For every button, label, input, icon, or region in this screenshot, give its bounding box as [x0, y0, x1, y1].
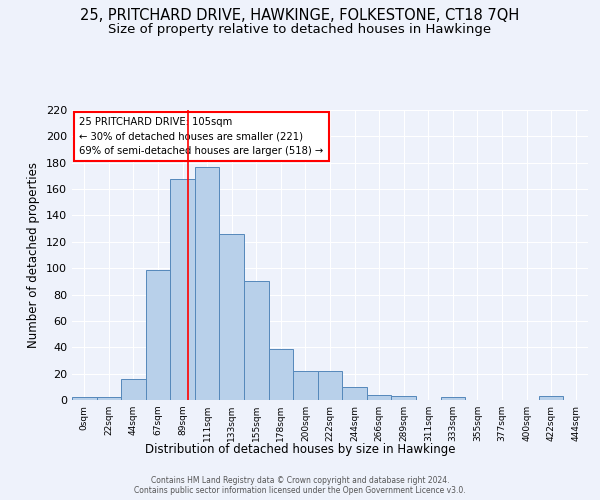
Bar — [220, 234, 244, 400]
Bar — [440, 398, 465, 400]
Bar — [121, 379, 146, 400]
Bar — [367, 394, 391, 400]
Text: Size of property relative to detached houses in Hawkinge: Size of property relative to detached ho… — [109, 22, 491, 36]
Bar — [391, 396, 416, 400]
Y-axis label: Number of detached properties: Number of detached properties — [28, 162, 40, 348]
Text: 25, PRITCHARD DRIVE, HAWKINGE, FOLKESTONE, CT18 7QH: 25, PRITCHARD DRIVE, HAWKINGE, FOLKESTON… — [80, 8, 520, 22]
Bar — [195, 166, 220, 400]
Text: 25 PRITCHARD DRIVE: 105sqm
← 30% of detached houses are smaller (221)
69% of sem: 25 PRITCHARD DRIVE: 105sqm ← 30% of deta… — [79, 116, 323, 156]
Bar — [146, 270, 170, 400]
Bar — [170, 178, 195, 400]
Text: Contains HM Land Registry data © Crown copyright and database right 2024.
Contai: Contains HM Land Registry data © Crown c… — [134, 476, 466, 495]
Text: Distribution of detached houses by size in Hawkinge: Distribution of detached houses by size … — [145, 442, 455, 456]
Bar — [318, 371, 342, 400]
Bar — [269, 348, 293, 400]
Bar — [293, 371, 318, 400]
Bar — [342, 387, 367, 400]
Bar — [72, 398, 97, 400]
Bar — [97, 398, 121, 400]
Bar — [539, 396, 563, 400]
Bar — [244, 282, 269, 400]
